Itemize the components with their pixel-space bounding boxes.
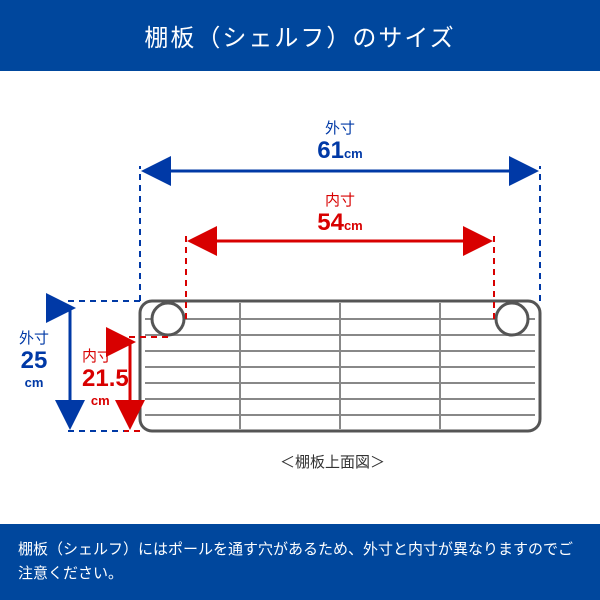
outer-width-label: 外寸 61cm [270,121,410,164]
footer-note: 棚板（シェルフ）にはポールを通す穴があるため、外寸と内寸が異なりますのでご注意く… [0,524,600,600]
pole-hole-left [152,303,184,335]
outer-depth-label: 外寸 25cm [4,331,64,391]
diagram-area: 外寸 61cm 内寸 54cm 外寸 25cm 内寸 21.5 cm ＜棚板上面… [0,71,600,501]
inner-depth-label: 内寸 21.5 cm [82,349,172,409]
pole-hole-right [496,303,528,335]
inner-width-label: 内寸 54cm [280,193,400,236]
header-title: 棚板（シェルフ）のサイズ [144,25,455,52]
view-caption: ＜棚板上面図＞ [280,451,385,472]
header-bar: 棚板（シェルフ）のサイズ [0,0,600,71]
